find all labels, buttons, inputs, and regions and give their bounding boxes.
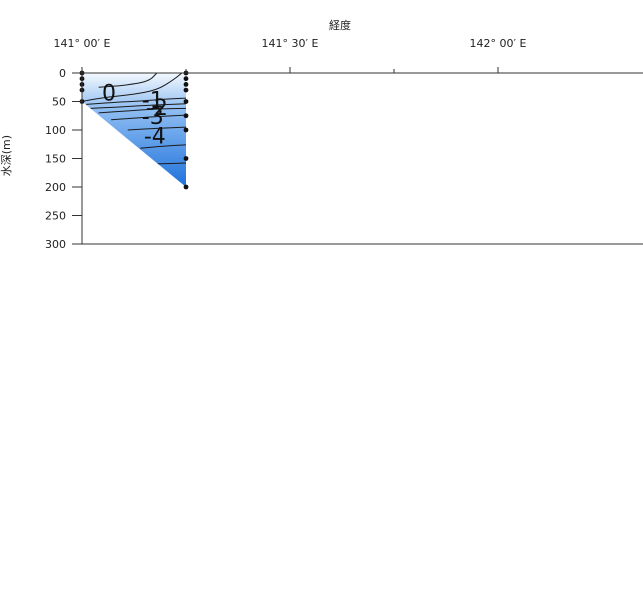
station-dots [79, 70, 189, 190]
contour-label-2: -2 [146, 96, 168, 121]
contour-labels: 0 -1-2-3-4 [102, 82, 168, 150]
contour-label-4: -4 [144, 124, 166, 149]
y-tick-label-0: 0 [59, 67, 66, 80]
contour-line-6 [127, 126, 186, 131]
station-dot-1-2 [183, 82, 189, 87]
contour-line-5 [111, 114, 186, 121]
contour-line-3 [90, 103, 186, 109]
y-tick-label-6: 300 [45, 238, 66, 251]
station-dot-1-1 [183, 76, 189, 82]
station-dot-1-5 [183, 113, 189, 119]
contour-line-0 [82, 73, 183, 102]
contour-label-0: 0 [102, 82, 116, 107]
y-tick-label-2: 100 [45, 124, 66, 137]
axes: 141° 00′ E 141° 30′ E 142° 00′ E 0 50 100 150… [0, 18, 643, 251]
contour-label-1: -1 [142, 89, 164, 114]
contour-line-7 [140, 144, 186, 149]
x-axis-title: 経度 [329, 18, 351, 32]
x-ticks: 141° 00′ E 141° 30′ E 142° 00′ E [54, 37, 527, 73]
contour-lines [82, 73, 186, 165]
station-dot-1-7 [183, 156, 189, 161]
station-dot-1-6 [183, 127, 189, 133]
y-tick-label-4: 200 [45, 181, 66, 194]
station-dot-1-8 [183, 184, 189, 190]
y-tick-label-5: 250 [45, 210, 66, 223]
x-tick-label-2: 142° 00′ E [470, 37, 527, 50]
station-dot-1-4 [183, 99, 189, 104]
y-ticks: 0 50 100 150 200 250 300 [45, 67, 82, 251]
contour-label-3: -3 [142, 105, 164, 130]
station-dot-1-3 [183, 87, 189, 93]
y-tick-label-1: 50 [52, 96, 66, 109]
plot-area: 0 -1-2-3-4 [79, 70, 189, 190]
x-tick-label-1: 141° 30′ E [262, 37, 319, 50]
x-tick-label-0: 141° 00′ E [54, 37, 111, 50]
contour-line-4 [98, 107, 186, 114]
contour-line-1 [98, 73, 158, 88]
contour-line-2 [86, 97, 186, 105]
y-axis-title: 水深(m) [0, 135, 13, 176]
y-tick-label-3: 150 [45, 153, 66, 166]
